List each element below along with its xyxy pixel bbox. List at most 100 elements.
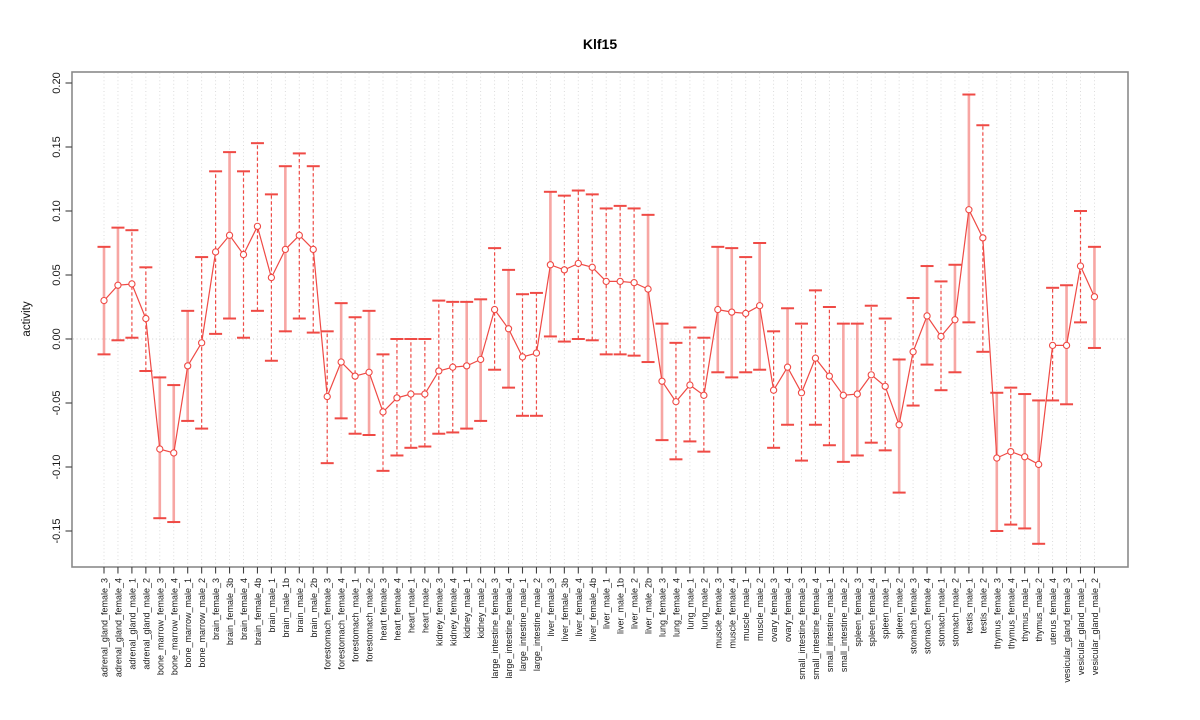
x-tick-label: liver_female_4	[574, 578, 584, 637]
x-tick-label: brain_female_4b	[253, 578, 263, 645]
x-tick-label: kidney_male_1	[462, 578, 472, 639]
data-point	[211, 248, 220, 256]
x-tick-label: small_intestine_male_2	[839, 578, 849, 672]
data-point	[337, 358, 345, 366]
x-tick-label: heart_male_2	[420, 578, 430, 633]
x-tick-label: stomach_male_1	[937, 578, 947, 647]
x-tick-label: brain_female_4	[239, 578, 249, 640]
x-tick-label: heart_male_1	[406, 578, 416, 633]
y-tick-label: 0.20	[51, 72, 63, 93]
x-tick-label: testis_male_1	[964, 578, 974, 634]
data-point	[867, 371, 875, 379]
data-point	[435, 367, 443, 375]
x-tick-label: lung_male_1	[685, 578, 695, 630]
x-tick-label: kidney_female_4	[448, 578, 458, 646]
data-point	[1076, 262, 1085, 270]
data-point	[895, 421, 903, 429]
data-point	[379, 408, 387, 416]
x-tick-label: thymus_female_3	[992, 578, 1002, 649]
data-point	[993, 454, 1001, 462]
x-tick-label: small_intestine_female_3	[797, 578, 807, 680]
x-tick-label: stomach_female_3	[909, 578, 919, 654]
data-point	[490, 305, 499, 314]
y-axis-label: activity	[21, 301, 33, 336]
data-point	[128, 280, 136, 288]
data-point	[546, 261, 555, 269]
data-point	[532, 349, 541, 357]
data-point	[714, 305, 722, 314]
x-tick-label: liver_female_4b	[588, 578, 598, 642]
data-point	[1090, 293, 1099, 301]
x-tick-label: vesicular_gland_male_2	[1090, 578, 1100, 675]
x-tick-label: thymus_female_4	[1006, 578, 1016, 649]
data-point	[853, 390, 861, 398]
x-tick-label: small_intestine_female_4	[811, 578, 821, 680]
x-tick-label: vesicular_gland_male_1	[1076, 578, 1086, 675]
x-tick-label: brain_male_2b	[309, 578, 319, 638]
data-point	[602, 277, 610, 286]
data-point	[421, 390, 429, 398]
x-tick-label: large_intestine_male_1	[518, 578, 528, 671]
x-tick-label: muscle_male_1	[741, 578, 751, 641]
data-point	[281, 245, 289, 254]
plot-box	[71, 71, 1129, 568]
x-tick-label: brain_female_3b	[225, 578, 235, 645]
x-tick-label: bone_marrow_male_2	[197, 578, 207, 668]
data-point	[295, 231, 303, 239]
y-tick-label: -0.10	[51, 454, 63, 479]
data-point	[1021, 453, 1029, 461]
axes: -0.15 -0.10 -0.05 0.00 0.05 0.10 0.15 0.20 adren…	[51, 72, 1100, 682]
series-line	[103, 207, 1095, 466]
x-tick-label: heart_female_3	[379, 578, 389, 641]
data-point	[909, 348, 917, 356]
data-point	[100, 296, 108, 305]
x-tick-label: adrenal_gland_male_2	[141, 578, 151, 670]
x-tick-label: bone_marrow_male_1	[183, 578, 193, 668]
data-point	[644, 285, 652, 293]
data-point	[267, 273, 276, 282]
data-point	[769, 386, 778, 394]
data-point	[1007, 447, 1015, 456]
data-point	[756, 302, 764, 310]
x-tick-label: spleen_female_4	[867, 578, 877, 647]
data-point	[463, 362, 471, 370]
x-tick-label: kidney_male_2	[476, 578, 486, 639]
x-tick-label: liver_male_2	[630, 578, 640, 629]
x-tick-label: vesicular_gland_female_3	[1062, 578, 1072, 683]
data-point	[700, 391, 708, 399]
x-tick-label: spleen_female_3	[853, 578, 863, 647]
data-point	[351, 372, 359, 380]
data-point	[979, 234, 987, 242]
x-tick-label: kidney_female_3	[434, 578, 444, 646]
x-tick-label: lung_female_3	[658, 578, 668, 637]
data-point	[588, 263, 596, 271]
x-tick-label: uterus_female_4	[1048, 578, 1058, 645]
data-point	[114, 281, 122, 289]
x-tick-label: liver_female_3b	[560, 578, 570, 642]
data-point	[156, 445, 164, 453]
x-tick-label: adrenal_gland_female_3	[100, 578, 110, 677]
x-tick-label: lung_female_4	[671, 578, 681, 637]
gridlines	[73, 73, 1127, 566]
data-point	[1048, 341, 1057, 350]
x-tick-label: spleen_male_1	[881, 578, 891, 639]
x-tick-label: heart_female_4	[392, 578, 402, 641]
x-tick-label: muscle_male_2	[755, 578, 765, 641]
x-tick-label: large_intestine_male_2	[532, 578, 542, 671]
x-tick-label: liver_female_3	[546, 578, 556, 637]
x-tick-label: large_intestine_female_4	[504, 578, 514, 679]
x-tick-label: lung_male_2	[699, 578, 709, 630]
data-point	[170, 449, 178, 457]
data-point	[937, 332, 945, 341]
x-tick-label: brain_male_1b	[281, 578, 291, 638]
y-tick-label: -0.05	[51, 390, 63, 415]
data-point	[560, 266, 568, 274]
data-point	[630, 279, 638, 287]
data-point	[797, 389, 806, 397]
data-point	[825, 372, 834, 380]
x-tick-label: brain_male_1	[267, 578, 277, 633]
data-point	[672, 398, 680, 406]
x-tick-label: liver_male_1b	[616, 578, 626, 634]
data-point	[504, 325, 513, 333]
x-tick-label: stomach_female_4	[923, 578, 933, 654]
